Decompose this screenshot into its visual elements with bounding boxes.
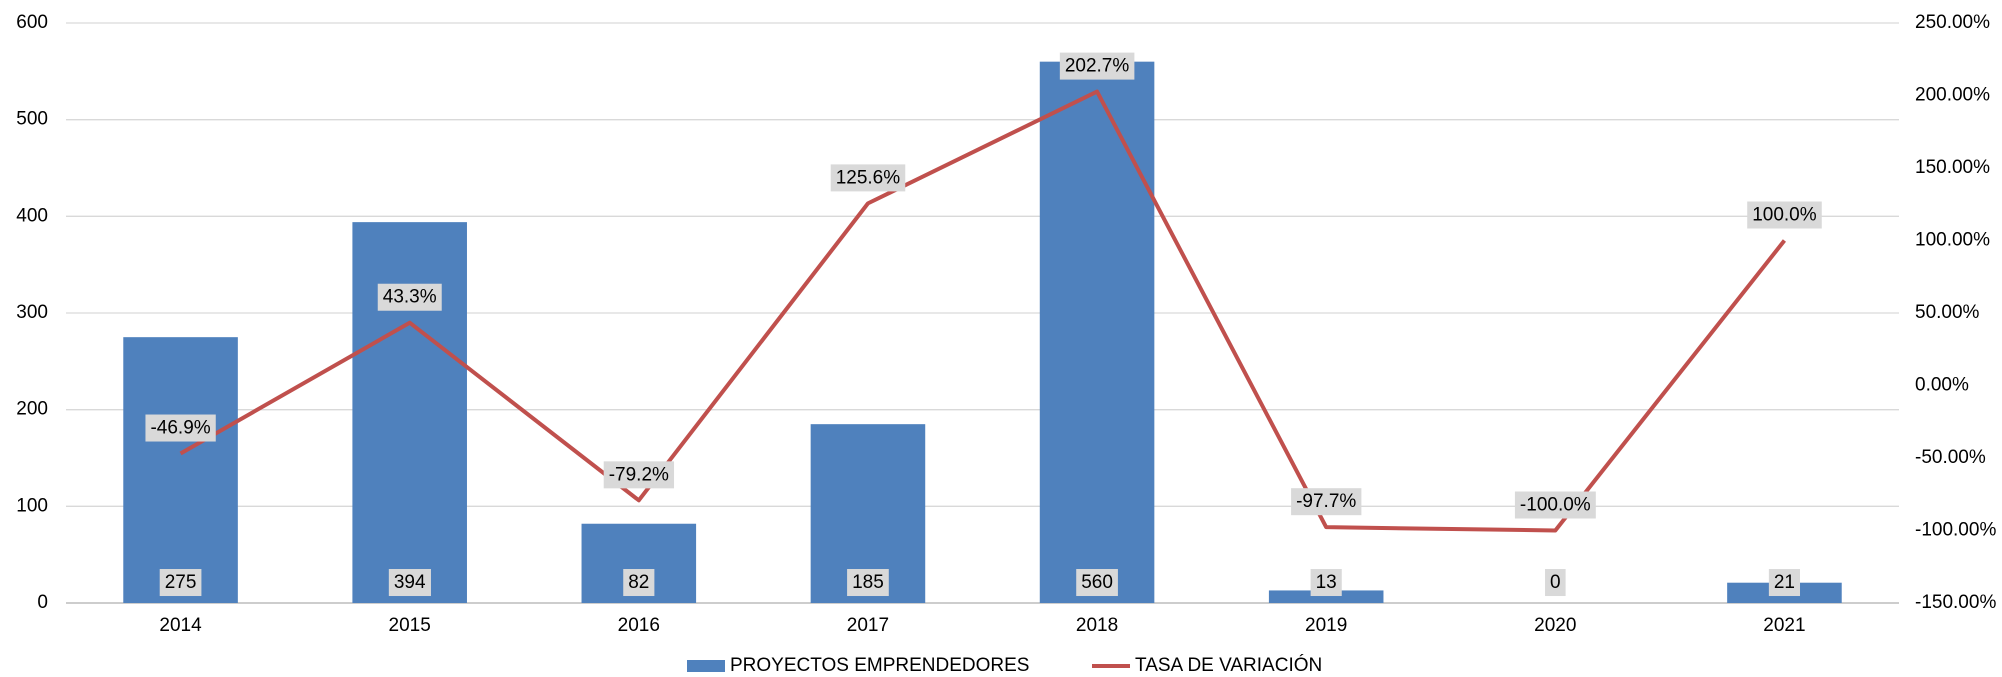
y2-tick-label: 150.00% [1915,157,1990,178]
y-tick-label: 400 [16,205,48,226]
x-tick-label: 2021 [1763,615,1805,636]
y2-tick-label: 100.00% [1915,230,1990,251]
line-value-label: -79.2% [609,464,669,485]
line-value-label-group: 100.0% [1747,201,1822,229]
y-tick-label: 500 [16,109,48,130]
label-box [603,461,675,489]
bar [123,337,238,603]
line-value-label: -97.7% [1296,491,1356,512]
x-tick-label: 2016 [618,615,660,636]
bar-value-label: 185 [852,572,884,593]
x-tick-label: 2014 [159,615,202,636]
bar-value-label-group: 560 [1076,569,1118,597]
label-box [1291,488,1362,516]
line-value-label-group: -79.2% [603,461,675,489]
label-box [1514,491,1596,519]
label-box [388,569,431,597]
label-box [847,569,889,597]
bar-value-label-group: 21 [1768,569,1801,597]
y2-tick-label: 50.00% [1915,302,1980,323]
line-value-label: 100.0% [1752,205,1817,226]
bar-value-label-group: 13 [1310,569,1342,597]
y2-tick-label: -150.00% [1915,592,1996,613]
label-box [377,283,442,311]
line-value-label-group: -97.7% [1291,488,1362,516]
y2-tick-label: 0.00% [1915,375,1969,396]
bar-value-label: 21 [1774,572,1795,593]
x-tick-label: 2017 [847,615,889,636]
bar-value-label: 82 [628,572,649,593]
bar-value-label-group: 185 [847,569,889,597]
bar [352,222,467,603]
line-value-label-group: 43.3% [377,283,442,311]
label-box [159,569,202,597]
legend-label: TASA DE VARIACIÓN [1135,654,1322,676]
label-box [1076,569,1118,597]
y-tick-label: 100 [16,495,48,516]
y-tick-label: 600 [16,12,48,33]
y2-tick-label: -50.00% [1915,447,1986,468]
x-tick-label: 2018 [1076,615,1118,636]
label-box [1059,52,1135,80]
bar-value-label: 560 [1081,572,1113,593]
line-value-label: -46.9% [150,418,210,439]
x-tick-label: 2015 [389,615,431,636]
label-box [623,569,655,597]
legend-label: PROYECTOS EMPRENDEDORES [730,655,1029,676]
bar-value-label: 394 [394,572,426,593]
line-value-label: -100.0% [1520,495,1591,516]
x-tick-label: 2019 [1305,615,1347,636]
line-value-label: 125.6% [836,167,901,188]
y-tick-label: 200 [16,399,48,420]
bar [1268,590,1384,603]
line-value-label-group: 125.6% [830,164,906,192]
y2-tick-label: 250.00% [1915,12,1990,33]
bar-value-label-group: 82 [623,569,655,597]
x-tick-label: 2020 [1534,615,1576,636]
label-box [145,414,216,442]
y-tick-label: 0 [37,592,48,613]
legend-swatch [687,660,725,672]
label-box [1545,569,1566,597]
bar [1039,61,1155,603]
y-tick-label: 300 [16,302,48,323]
line-value-label: 202.7% [1065,56,1130,77]
label-box [830,164,906,192]
line [179,89,1787,533]
bar-value-label-group: 0 [1545,569,1566,597]
line-value-label-group: -46.9% [145,414,216,442]
y2-tick-label: 200.00% [1915,85,1990,106]
line-value-label: 43.3% [383,287,437,308]
bar-value-label-group: 394 [388,569,431,597]
bar-value-label: 13 [1316,572,1337,593]
line-value-label-group: -100.0% [1514,491,1596,519]
label-box [1310,569,1342,597]
bar-value-label-group: 275 [159,569,202,597]
line-value-label-group: 202.7% [1059,52,1135,80]
y2-tick-label: -100.00% [1915,520,1996,541]
bar-value-label: 0 [1550,572,1561,593]
label-box [1747,201,1822,229]
bar-value-label: 275 [165,572,197,593]
label-box [1768,569,1801,597]
